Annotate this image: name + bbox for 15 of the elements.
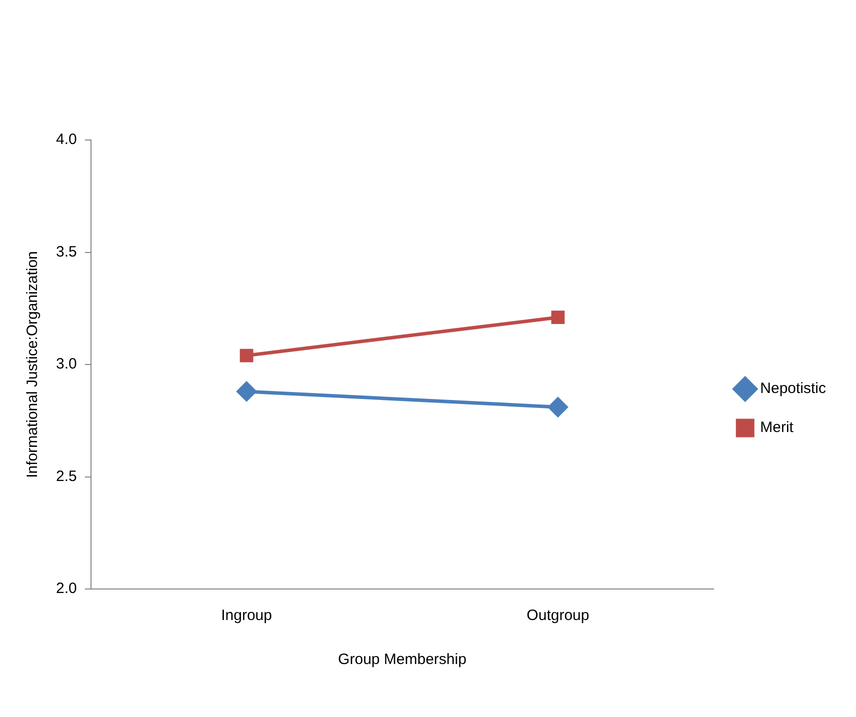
y-axis-title: Informational Justice:Organization xyxy=(24,251,42,478)
point xyxy=(240,348,254,362)
y-tick-label: 2.0 xyxy=(56,580,77,598)
point xyxy=(236,382,256,402)
y-tick-label: 3.5 xyxy=(56,243,77,260)
y-tick-label: 4.0 xyxy=(56,131,77,148)
y-tick-label: 3.0 xyxy=(56,356,77,373)
x-tick-label: Ingroup xyxy=(221,607,272,624)
legend-label: Nepotistic xyxy=(760,380,826,398)
legend-label: Merit xyxy=(760,419,794,436)
x-tick-label: Outgroup xyxy=(526,607,590,624)
point xyxy=(551,310,565,324)
x-axis-title: Group Membership xyxy=(338,651,466,668)
point xyxy=(548,397,568,417)
y-tick-label: 2.5 xyxy=(56,468,77,485)
